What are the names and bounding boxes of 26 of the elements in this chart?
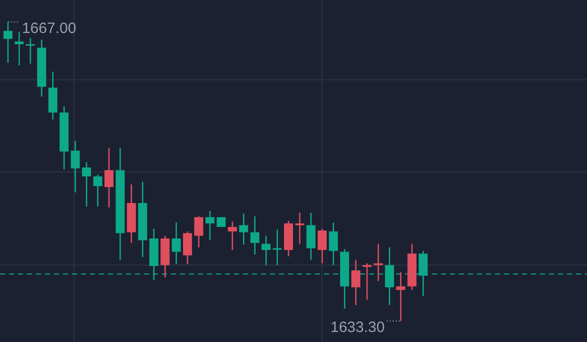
candlestick — [14, 31, 24, 66]
candlestick — [239, 212, 248, 246]
candlestick — [250, 216, 260, 256]
candlestick — [262, 235, 271, 266]
annotation: 1633.30 — [330, 319, 385, 336]
candlestick — [396, 272, 406, 322]
annotation: 1667.00 — [22, 20, 76, 37]
candlestick — [318, 228, 327, 264]
candlestick — [362, 262, 372, 300]
candlestick — [272, 228, 282, 266]
candlestick — [172, 222, 181, 265]
candlestick — [26, 37, 35, 64]
candlestick — [82, 162, 92, 208]
candlestick — [306, 212, 316, 260]
candlestick — [194, 216, 204, 248]
candlestick — [385, 246, 394, 306]
candlestick — [70, 140, 80, 193]
candlestick — [93, 174, 102, 208]
candlestick — [104, 147, 114, 208]
candlestick — [183, 230, 192, 265]
candlestick — [228, 220, 237, 251]
candlestick — [351, 259, 360, 306]
candlestick — [3, 21, 12, 64]
candlestick — [205, 210, 214, 241]
candlestick — [216, 216, 226, 228]
candlestick — [328, 222, 338, 266]
